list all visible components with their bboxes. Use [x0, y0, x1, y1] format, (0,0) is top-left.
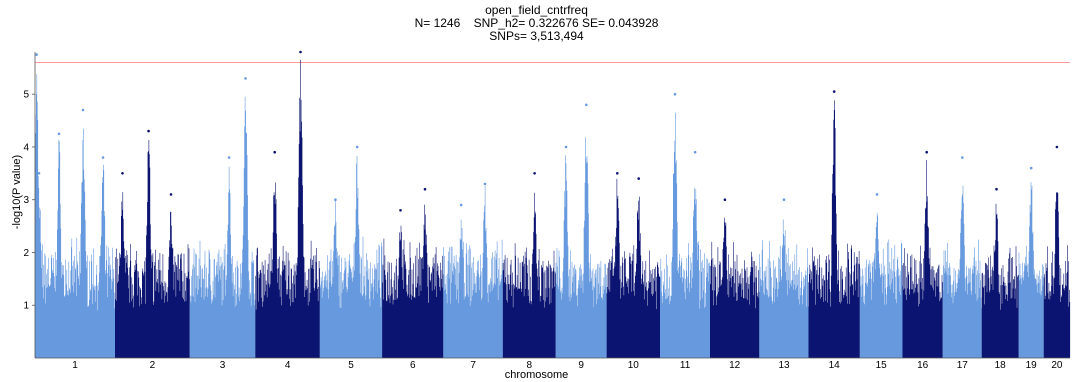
chromosome-16-points: [902, 160, 943, 358]
x-tick-label-5: 5: [348, 360, 354, 371]
peak-point-4-0: [273, 150, 277, 154]
peak-point-5-1: [355, 145, 359, 149]
peak-point-18-0: [995, 187, 998, 191]
y-tick-label-5: 5: [23, 90, 29, 101]
peak-point-6-1: [423, 187, 427, 191]
x-tick-label-4: 4: [285, 360, 291, 371]
peak-point-7-0: [459, 203, 463, 207]
peak-point-10-1: [637, 177, 640, 180]
x-tick-label-20: 20: [1051, 360, 1063, 371]
peak-point-3-1: [244, 77, 247, 80]
peak-point-7-1: [483, 182, 487, 186]
y-tick-label-3: 3: [23, 195, 29, 206]
chromosome-12-points: [710, 217, 760, 358]
peak-point-10-0: [616, 172, 619, 175]
chromosome-2-points: [115, 139, 190, 358]
title-line-2: N= 1246 SNP_h2= 0.322676 SE= 0.043928: [414, 16, 659, 30]
peak-point-9-1: [585, 103, 588, 107]
x-tick-label-15: 15: [876, 360, 888, 371]
chart-title: open_field_cntrfreq N= 1246 SNP_h2= 0.32…: [0, 4, 1073, 43]
chromosome-4-points: [255, 59, 320, 358]
chromosome-13-points: [759, 219, 809, 358]
chromosome-5-points: [319, 155, 383, 358]
peak-point-20-0: [1055, 145, 1059, 149]
peak-point-9-0: [564, 145, 568, 149]
title-line-1: open_field_cntrfreq: [485, 3, 588, 17]
chromosome-3-points: [189, 96, 256, 358]
peak-point-6-0: [399, 209, 402, 212]
x-tick-label-1: 1: [72, 360, 78, 371]
peak-point-11-1: [693, 150, 697, 154]
x-tick-label-10: 10: [628, 360, 640, 371]
y-axis-label: -log10(P value): [11, 154, 23, 230]
peak-point-1-4: [101, 156, 105, 159]
peak-point-16-0: [925, 150, 928, 154]
chromosome-19-points: [1018, 182, 1044, 358]
peak-point-1-2: [57, 132, 61, 136]
x-tick-label-12: 12: [729, 360, 741, 371]
peak-point-5-0: [334, 198, 337, 201]
x-tick-label-17: 17: [957, 360, 969, 371]
chromosome-1-points: [35, 74, 116, 358]
peak-point-19-0: [1029, 166, 1033, 170]
x-axis-label: chromosome: [504, 369, 569, 381]
y-tick-label-1: 1: [23, 301, 29, 312]
x-tick-label-6: 6: [410, 360, 416, 371]
peak-point-1-0: [35, 53, 38, 56]
chromosome-20-points: [1043, 192, 1071, 358]
peak-point-12-0: [723, 198, 727, 201]
peak-point-15-0: [875, 193, 879, 196]
peak-point-4-1: [299, 50, 302, 54]
y-tick-label-2: 2: [23, 248, 29, 259]
peak-point-13-0: [782, 198, 786, 201]
chromosome-9-points: [555, 137, 607, 358]
peak-point-1-1: [37, 172, 41, 175]
x-tick-label-16: 16: [917, 360, 929, 371]
x-tick-label-3: 3: [220, 360, 226, 371]
y-tick-label-4: 4: [23, 142, 29, 153]
x-tick-label-19: 19: [1026, 360, 1038, 371]
chromosome-8-points: [502, 192, 556, 358]
chromosome-15-points: [859, 213, 903, 358]
peak-point-17-0: [961, 156, 964, 159]
x-tick-label-7: 7: [470, 360, 476, 371]
peak-point-2-2: [169, 193, 173, 196]
peak-point-1-3: [81, 108, 85, 112]
chromosome-17-points: [942, 185, 982, 358]
chromosome-7-points: [443, 185, 503, 358]
peak-point-2-0: [121, 172, 124, 175]
chromosome-18-points: [981, 203, 1019, 358]
x-tick-label-8: 8: [527, 360, 533, 371]
peak-point-14-0: [832, 90, 836, 93]
x-tick-label-13: 13: [778, 360, 790, 371]
peak-point-8-0: [533, 172, 536, 175]
x-tick-label-18: 18: [995, 360, 1007, 371]
title-line-3: SNPs= 3,513,494: [489, 29, 584, 43]
x-tick-label-14: 14: [829, 360, 841, 371]
peak-point-11-0: [673, 92, 677, 96]
peak-point-3-0: [227, 156, 231, 159]
chromosome-6-points: [382, 204, 444, 358]
x-tick-label-9: 9: [578, 360, 584, 371]
chromosome-14-points: [808, 100, 860, 358]
peak-point-2-1: [147, 129, 150, 133]
x-tick-label-11: 11: [680, 360, 691, 371]
chromosome-11-points: [660, 112, 711, 358]
chromosome-10-points: [606, 178, 661, 358]
x-tick-label-2: 2: [150, 360, 156, 371]
